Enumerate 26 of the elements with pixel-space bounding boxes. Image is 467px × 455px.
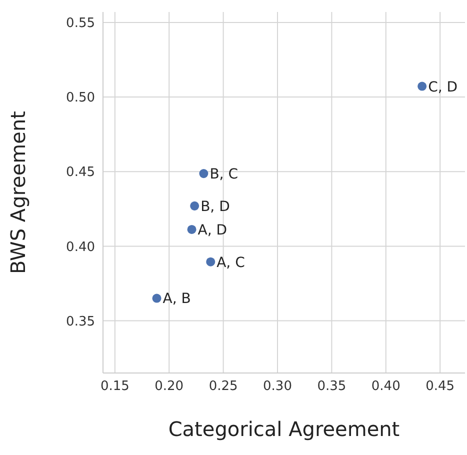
y-tick-label: 0.45 <box>66 165 95 180</box>
point <box>152 294 162 303</box>
x-axis-title: Categorical Agreement <box>168 417 400 441</box>
point <box>206 257 216 266</box>
y-tick-label: 0.40 <box>66 240 95 255</box>
x-tick-label: 0.35 <box>317 379 346 394</box>
annotation: A, D <box>198 222 228 238</box>
x-tick-label: 0.45 <box>426 379 455 394</box>
annotation: A, C <box>216 254 246 271</box>
point <box>418 82 427 91</box>
x-tick-label: 0.30 <box>263 379 292 394</box>
point <box>190 201 200 210</box>
y-axis-title: BWS Agreement <box>6 110 30 274</box>
annotation: B, D <box>200 198 230 215</box>
annotation: C, D <box>428 79 458 96</box>
annotation: A, B <box>162 291 191 308</box>
y-tick-label: 0.55 <box>66 16 95 32</box>
point <box>199 169 208 178</box>
y-tick-label: 0.35 <box>66 314 95 330</box>
x-tick-label: 0.25 <box>208 379 238 394</box>
annotation: B, C <box>210 166 238 183</box>
x-tick-label: 0.20 <box>154 379 184 394</box>
y-tick-label: 0.50 <box>66 90 95 106</box>
x-tick-label: 0.40 <box>371 379 400 394</box>
x-tick-label: 0.15 <box>100 379 130 394</box>
point <box>187 224 196 234</box>
